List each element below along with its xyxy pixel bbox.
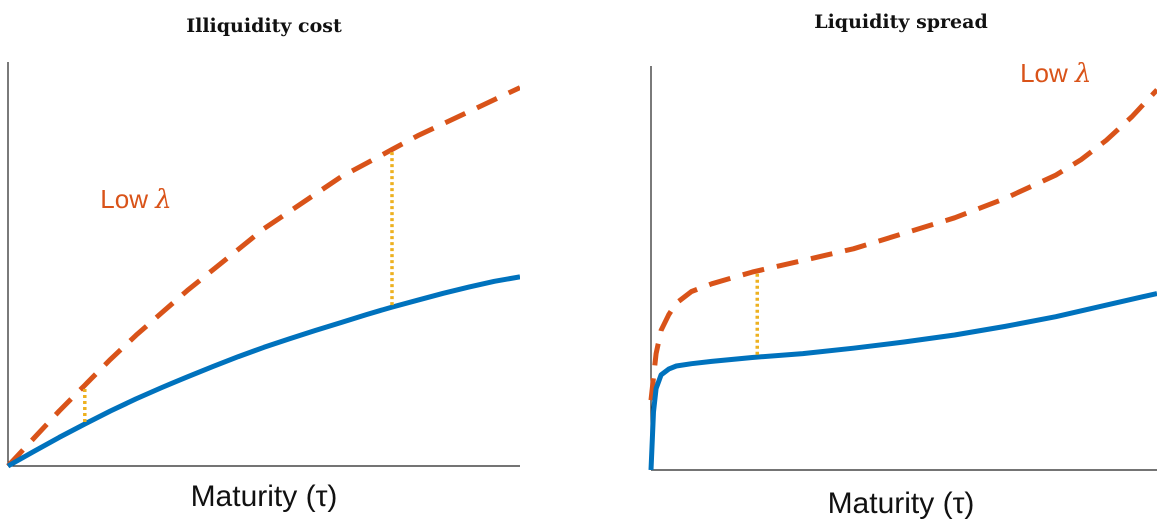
annotation-low-lambda: Low λ <box>1020 58 1091 89</box>
chart-panel-2: Liquidity spread Maturity (τ) Low λ <box>648 11 1157 520</box>
annotation-low-lambda: Low λ <box>100 184 171 215</box>
chart-title: Illiquidity cost <box>186 15 342 37</box>
annotation-text: Low <box>100 184 155 214</box>
series-line-base <box>6 274 520 469</box>
series-line-low-lambda <box>6 85 520 468</box>
annotation-text: Low <box>1020 58 1075 88</box>
lambda-symbol: λ <box>1074 59 1091 89</box>
chart-panel-1: Illiquidity cost Maturity (τ) Low λ <box>6 15 520 513</box>
x-axis-label: Maturity (τ) <box>191 480 338 513</box>
series-line-base <box>648 291 1157 471</box>
chart-title: Liquidity spread <box>814 11 988 33</box>
x-axis-label: Maturity (τ) <box>828 487 975 520</box>
lambda-symbol: λ <box>154 185 171 215</box>
series-line-low-lambda <box>648 88 1157 401</box>
